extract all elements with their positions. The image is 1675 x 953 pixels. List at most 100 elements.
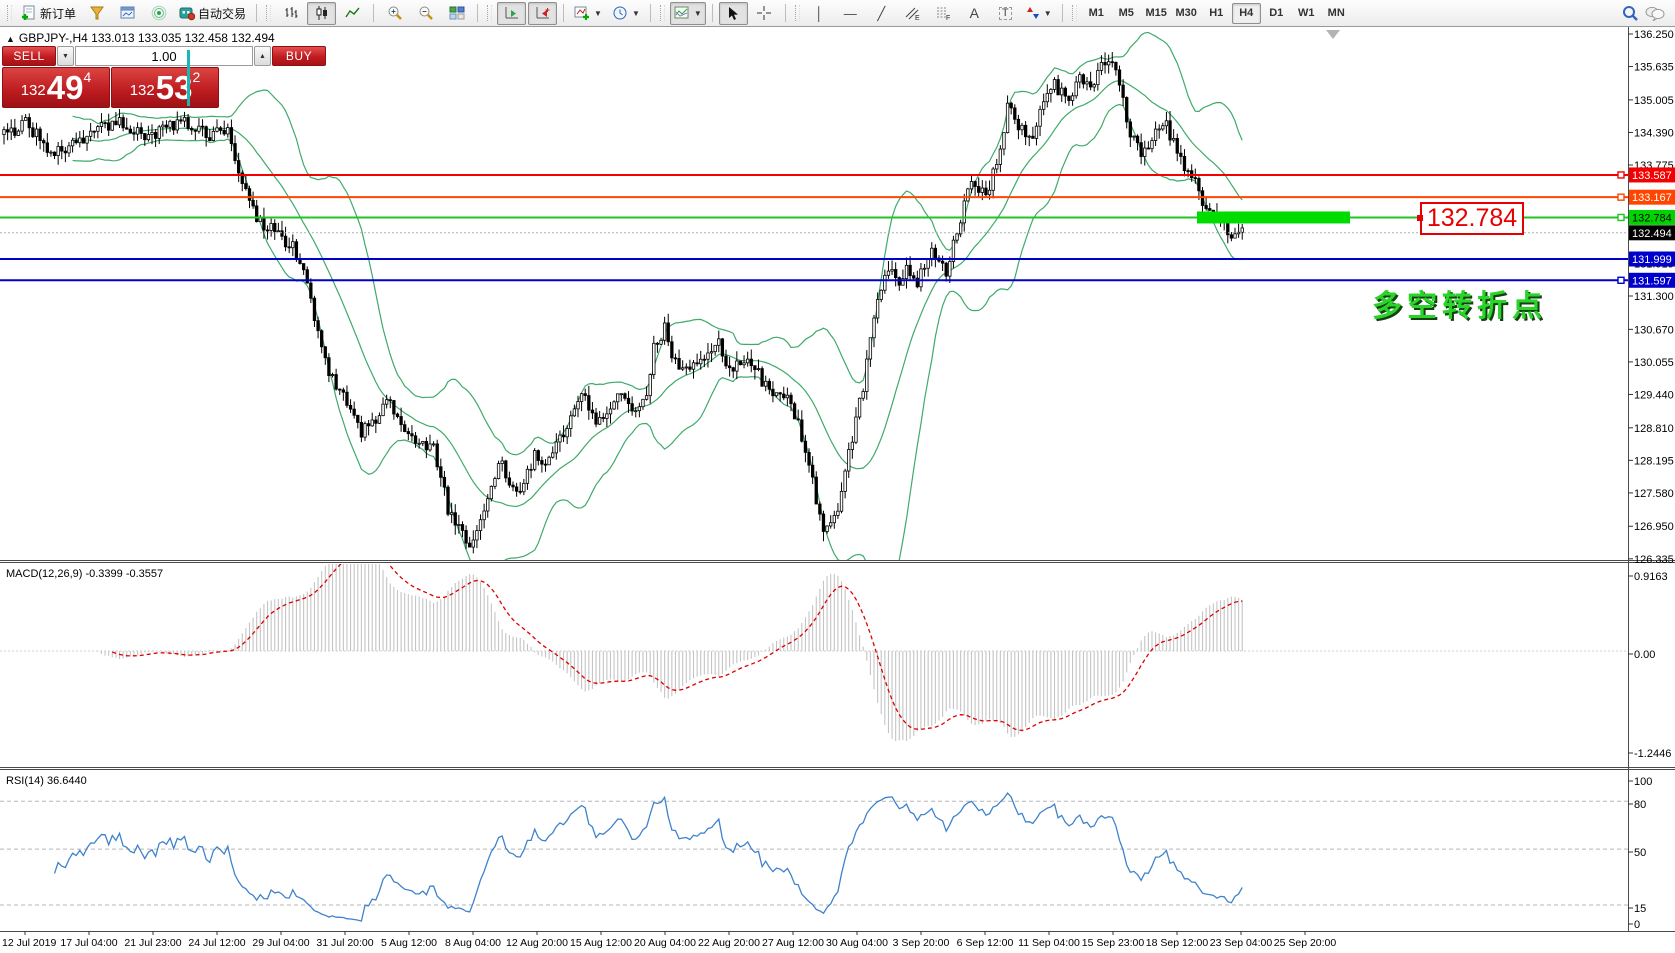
timeframe-group: M1 M5 M15 M30 H1 H4 D1 W1 MN [1082,2,1351,24]
separator [563,4,565,22]
sell-button[interactable]: SELL [2,46,56,66]
svg-text:0.00: 0.00 [1634,649,1655,661]
svg-text:130.670: 130.670 [1634,324,1674,336]
chart-ohlc-header[interactable]: ▲ GBPJPY-,H4 133.013 133.035 132.458 132.… [6,31,275,45]
fibonacci-tool[interactable]: F [929,2,958,25]
timeframe-D1[interactable]: D1 [1269,7,1284,19]
svg-text:MACD(12,26,9) -0.3399 -0.3557: MACD(12,26,9) -0.3399 -0.3557 [6,568,163,580]
arrows-tool[interactable]: ▼ [1022,2,1056,25]
volume-input[interactable] [75,46,253,66]
timeframe-M5[interactable]: M5 [1118,7,1134,19]
separator [477,4,479,22]
timeframe-M15[interactable]: M15 [1145,7,1167,19]
svg-text:132.784: 132.784 [1632,212,1672,224]
separator [1061,4,1063,22]
text-label-tool[interactable]: T [991,2,1020,25]
bar-chart-icon [285,7,298,18]
new-order-button[interactable]: 新订单 [17,2,80,25]
svg-text:133.167: 133.167 [1632,192,1672,204]
dropdown-caret-icon: ▼ [631,8,640,18]
separator [256,4,258,22]
timeframe-MN[interactable]: MN [1327,7,1345,19]
funnel-icon [89,6,104,20]
svg-text:31 Jul 20:00: 31 Jul 20:00 [316,937,373,949]
zoom-out-button[interactable] [411,2,440,25]
svg-text:131.999: 131.999 [1632,254,1672,266]
svg-text:RSI(14) 36.6440: RSI(14) 36.6440 [6,775,87,787]
indicators-button[interactable]: ▼ [570,2,606,25]
cursor-button[interactable] [718,1,748,25]
crosshair-button[interactable] [750,2,779,25]
crosshair-icon [757,6,772,20]
search-icon[interactable] [1622,5,1639,22]
toolbar-grip [659,5,665,21]
chart-shift-button[interactable] [528,1,558,25]
scroll-to-end-marker-icon[interactable] [1326,30,1340,39]
toolbar-grip [487,5,493,21]
svg-text:11 Sep 04:00: 11 Sep 04:00 [1018,937,1080,949]
turning-point-note[interactable]: 多空转折点 [1372,290,1547,323]
ohlc-text: GBPJPY-,H4 133.013 133.035 132.458 132.4… [18,31,275,45]
svg-text:131.597: 131.597 [1632,275,1672,287]
annotation-price-text: 132.784 [1426,204,1518,232]
line-chart-button[interactable] [338,2,367,25]
separator [784,4,786,22]
volume-increase-button[interactable]: ▲ [254,46,271,66]
svg-text:29 Jul 04:00: 29 Jul 04:00 [252,937,309,949]
svg-text:15 Aug 12:00: 15 Aug 12:00 [570,937,632,949]
periods-button[interactable]: ▼ [608,2,644,25]
svg-text:22 Aug 20:00: 22 Aug 20:00 [698,937,760,949]
svg-text:133.587: 133.587 [1632,170,1672,182]
toolbar-grip [1071,5,1077,21]
separator [373,4,375,22]
buy-price-sup: 2 [192,69,201,85]
text-tool[interactable]: A [960,2,989,25]
horizontal-line-icon: — [843,5,857,21]
tile-windows-button[interactable] [442,2,471,25]
candlestick-chart-button[interactable] [307,1,337,25]
timeframe-M30[interactable]: M30 [1175,7,1197,19]
price-annotation-box[interactable]: 132.784 [1417,202,1524,235]
auto-trading-button[interactable]: 自动交易 [175,2,250,25]
svg-text:15: 15 [1634,903,1646,915]
bar-chart-button[interactable] [276,2,305,25]
svg-text:12 Jul 2019: 12 Jul 2019 [2,937,56,949]
zoom-in-button[interactable] [380,2,409,25]
timeframe-W1[interactable]: W1 [1297,7,1315,19]
svg-text:-1.2446: -1.2446 [1634,748,1671,760]
svg-text:E: E [915,15,920,21]
timeframe-H4[interactable]: H4 [1231,2,1261,24]
separator [649,4,651,22]
svg-text:80: 80 [1634,799,1646,811]
market-watch-button[interactable] [113,2,142,25]
price-caret [187,50,190,106]
styler-button[interactable] [82,2,111,25]
sell-price-box[interactable]: 132 49 4 [2,67,110,108]
vertical-line-tool[interactable]: │ [805,2,834,25]
svg-text:135.005: 135.005 [1634,95,1674,107]
buy-price-box[interactable]: 132 53 2 [111,50,219,108]
template-chart-icon [674,6,689,19]
horizontal-line-tool[interactable]: — [836,2,865,25]
svg-text:8 Aug 04:00: 8 Aug 04:00 [445,937,501,949]
collapse-arrow-icon[interactable]: ▲ [6,34,15,44]
svg-text:23 Sep 04:00: 23 Sep 04:00 [1210,937,1273,949]
auto-scroll-button[interactable] [497,1,527,25]
timeframe-H1[interactable]: H1 [1209,7,1224,19]
one-click-trade-panel: SELL ▼ ▲ BUY 132 49 4 132 53 2 [2,46,326,108]
signals-button[interactable] [144,2,173,25]
chat-icon[interactable] [1645,5,1665,21]
volume-decrease-button[interactable]: ▼ [57,46,74,66]
channel-tool[interactable]: E [898,2,927,25]
zoom-out-icon [419,6,433,20]
fibonacci-icon: F [936,7,950,21]
annotation-handle[interactable] [1417,215,1423,221]
templates-button[interactable]: ▼ [669,1,706,25]
trendline-tool[interactable]: ╱ [867,2,896,25]
buy-button[interactable]: BUY [272,46,326,66]
timeframe-M1[interactable]: M1 [1088,7,1104,19]
zoom-in-icon [388,6,402,20]
arrows-icon [1026,7,1039,19]
auto-scroll-icon [505,7,518,19]
candlestick-chart-icon [316,6,327,20]
